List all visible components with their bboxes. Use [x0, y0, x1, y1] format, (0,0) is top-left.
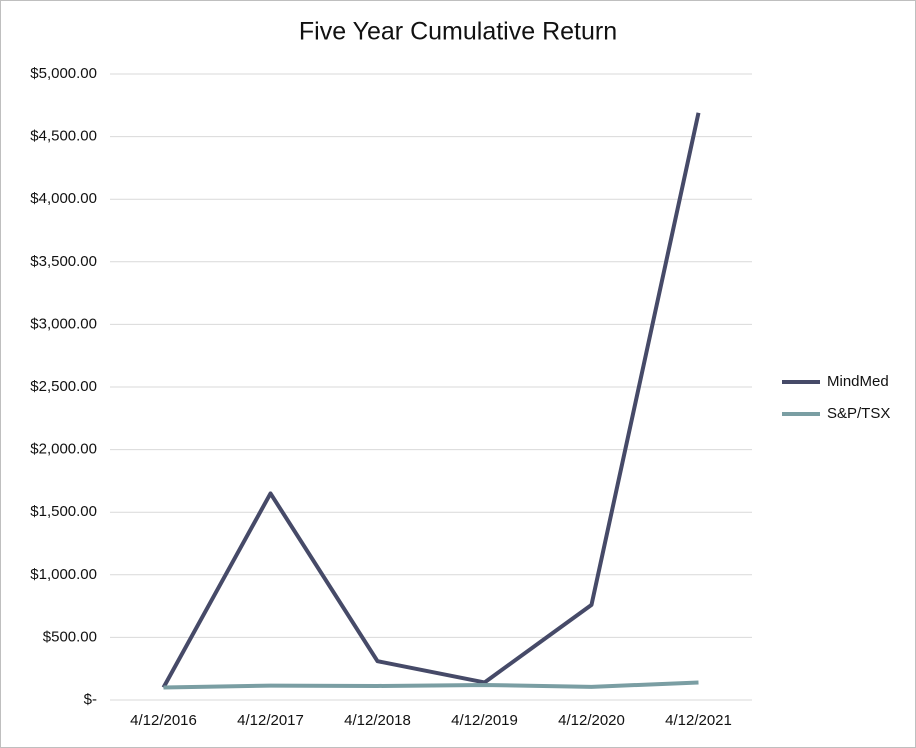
y-tick-label: $3,500.00 [30, 253, 97, 270]
legend-label: MindMed [827, 373, 889, 390]
data-line [161, 112, 701, 689]
chart-title: Five Year Cumulative Return [299, 18, 617, 46]
y-tick-label: $3,000.00 [30, 315, 97, 332]
legend-label: S&P/TSX [827, 405, 890, 422]
x-tick-label: 4/12/2020 [558, 712, 625, 729]
y-tick-label: $- [84, 691, 97, 708]
y-tick-label: $1,500.00 [30, 503, 97, 520]
data-line [163, 680, 699, 690]
x-tick-label: 4/12/2017 [237, 712, 304, 729]
x-tick-label: 4/12/2018 [344, 712, 411, 729]
y-tick-label: $5,000.00 [30, 65, 97, 82]
y-tick-label: $4,000.00 [30, 190, 97, 207]
x-tick-label: 4/12/2019 [451, 712, 518, 729]
x-tick-label: 4/12/2016 [130, 712, 197, 729]
y-tick-label: $2,500.00 [30, 378, 97, 395]
y-tick-label: $500.00 [43, 628, 97, 645]
y-tick-label: $1,000.00 [30, 566, 97, 583]
x-tick-label: 4/12/2021 [665, 712, 732, 729]
y-tick-label: $2,000.00 [30, 441, 97, 458]
y-tick-label: $4,500.00 [30, 128, 97, 145]
